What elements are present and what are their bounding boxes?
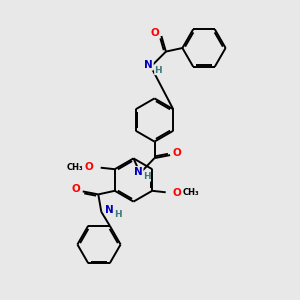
Text: CH₃: CH₃ xyxy=(66,163,83,172)
Text: H: H xyxy=(114,210,122,219)
Text: O: O xyxy=(150,28,159,38)
Text: H: H xyxy=(154,66,162,75)
Text: O: O xyxy=(84,162,93,172)
Text: O: O xyxy=(173,188,182,198)
Text: H: H xyxy=(143,172,151,181)
Text: O: O xyxy=(172,148,181,158)
Text: N: N xyxy=(134,167,143,177)
Text: CH₃: CH₃ xyxy=(183,188,200,197)
Text: N: N xyxy=(144,60,153,70)
Text: O: O xyxy=(72,184,80,194)
Text: N: N xyxy=(105,205,114,215)
